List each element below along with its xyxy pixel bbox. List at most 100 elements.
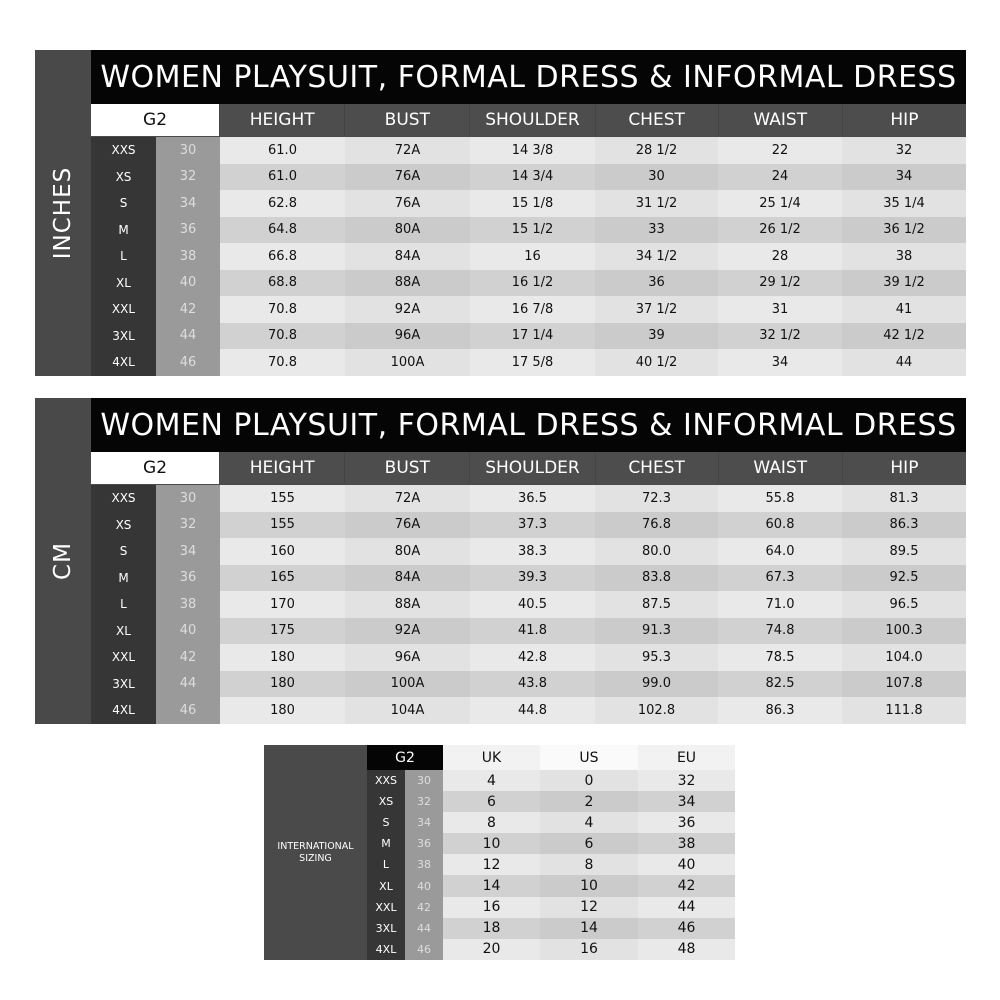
table-row: XS 32 155 76A 37.3 76.8 60.8 86.3 [91,511,966,538]
table-cell: 68.8 [220,269,345,296]
size-label: XL [91,617,156,644]
size-number: 46 [156,697,220,724]
table-cell: 38 [638,833,735,855]
table-row: 4XL 46 20 16 48 [367,938,736,960]
size-number: 38 [156,591,220,618]
table-cell: 72A [345,137,470,164]
table-cell: 35 1/4 [842,190,966,217]
table-cell: 67.3 [718,564,842,591]
table-cell: 76A [345,190,470,217]
table-cell: 72A [345,485,470,512]
table-row: XL 40 68.8 88A 16 1/2 36 29 1/2 39 1/2 [91,269,966,296]
table-cell: 78.5 [718,644,842,671]
table-cell: 91.3 [595,617,718,644]
table-cell: 44 [638,896,735,918]
table-cell: 10 [540,875,638,897]
table-row: L 38 170 88A 40.5 87.5 71.0 96.5 [91,591,966,618]
size-number: 36 [156,564,220,591]
size-label: S [91,190,156,217]
table-cell: 39.3 [470,564,595,591]
table-cell: 34 [842,163,966,190]
size-label: XXS [91,137,156,164]
table-cell: 180 [220,670,345,697]
table-cell: 4 [443,770,540,792]
column-header: HEIGHT [219,452,345,484]
table-row: XXS 30 61.0 72A 14 3/8 28 1/2 22 32 [91,137,966,164]
table-cell: 36.5 [470,485,595,512]
size-label: 3XL [91,670,156,697]
g2-header: G2 [91,452,220,484]
table-cell: 24 [718,163,842,190]
table-cell: 96.5 [842,591,966,618]
table-cell: 14 [540,917,638,939]
table-cell: 84A [345,243,470,270]
table-cell: 29 1/2 [718,269,842,296]
table-cell: 32 [638,770,735,792]
table-cell: 83.8 [595,564,718,591]
table-cell: 36 [638,812,735,834]
column-header: CHEST [594,104,718,136]
size-number: 34 [405,812,443,834]
column-header: EU [638,745,735,770]
table-cell: 40 [638,854,735,876]
table-cell: 44 [842,349,966,376]
size-number: 30 [156,485,220,512]
table-cell: 180 [220,697,345,724]
table-cell: 104.0 [842,644,966,671]
table-cell: 40.5 [470,591,595,618]
table-cell: 61.0 [220,163,345,190]
table-cell: 22 [718,137,842,164]
table-row: M 36 10 6 38 [367,833,736,855]
table-cell: 66.8 [220,243,345,270]
table-cell: 88A [345,591,470,618]
size-number: 44 [156,670,220,697]
international-sizing-label: INTERNATIONAL SIZING [264,745,367,960]
size-number: 40 [405,875,443,897]
table-row: XS 32 61.0 76A 14 3/4 30 24 34 [91,163,966,190]
table-cell: 41.8 [470,617,595,644]
table-cell: 14 3/8 [470,137,595,164]
table-row: XXS 30 4 0 32 [367,770,736,792]
table-row: XXL 42 70.8 92A 16 7/8 37 1/2 31 41 [91,296,966,323]
table-cell: 42 1/2 [842,322,966,349]
unit-label-column: INCHES [35,50,91,376]
table-row: XL 40 14 10 42 [367,875,736,897]
size-number: 32 [156,511,220,538]
size-number: 38 [405,854,443,876]
table-cell: 96A [345,322,470,349]
table-cell: 34 [718,349,842,376]
table-cell: 8 [443,812,540,834]
size-label: S [367,812,405,834]
size-label: XS [367,791,405,813]
table-cell: 36 [595,269,718,296]
g2-header: G2 [91,104,220,136]
column-header: SHOULDER [469,452,595,484]
table-cell: 16 7/8 [470,296,595,323]
table-cell: 76.8 [595,511,718,538]
table-cell: 20 [443,938,540,960]
column-header: WAIST [717,104,842,136]
size-label: XL [91,269,156,296]
column-header: WAIST [717,452,842,484]
size-label: 3XL [367,917,405,939]
table-cell: 170 [220,591,345,618]
table-cell: 36 1/2 [842,216,966,243]
table-title: WOMEN PLAYSUIT, FORMAL DRESS & INFORMAL … [91,50,966,104]
table-cell: 48 [638,938,735,960]
table-cell: 46 [638,917,735,939]
table-cell: 39 [595,322,718,349]
table-cell: 175 [220,617,345,644]
table-cell: 15 1/2 [470,216,595,243]
table-cell: 10 [443,833,540,855]
unit-label: INCHES [50,166,77,260]
table-cell: 80A [345,216,470,243]
table-cell: 16 [540,938,638,960]
size-number: 46 [405,938,443,960]
table-cell: 41 [842,296,966,323]
size-label: L [91,591,156,618]
size-label: XL [367,875,405,897]
table-cell: 37.3 [470,511,595,538]
table-cell: 84A [345,564,470,591]
table-cell: 31 [718,296,842,323]
size-number: 30 [405,770,443,792]
